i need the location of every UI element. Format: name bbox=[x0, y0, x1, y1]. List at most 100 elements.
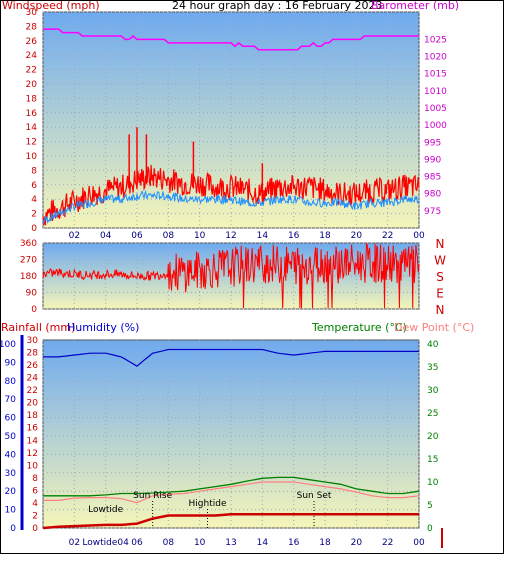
humidity-tick-label: 50 bbox=[5, 432, 17, 442]
rain-tick-label: 8 bbox=[32, 474, 38, 484]
baro-tick-label: 980 bbox=[424, 190, 441, 200]
direction-panel-series bbox=[42, 242, 420, 309]
rain-panel-grid bbox=[42, 340, 420, 529]
x-tick-label: 14 bbox=[257, 231, 269, 241]
wind-tick-label: 14 bbox=[26, 123, 38, 133]
humidity-tick-label: 80 bbox=[5, 377, 17, 387]
direction-tick-label: 90 bbox=[26, 289, 38, 299]
temp-tick-label: 25 bbox=[427, 409, 438, 419]
wind-tick-label: 8 bbox=[31, 166, 37, 176]
rain-tick-label: 0 bbox=[32, 524, 38, 534]
wind-speed-line bbox=[42, 164, 420, 226]
rain-panel-series bbox=[42, 348, 420, 530]
x-tick-label-bottom: 13 bbox=[225, 538, 236, 548]
rain-axis-title: Rainfall (mm) bbox=[1, 321, 75, 334]
rain-tick-label: 6 bbox=[32, 486, 38, 496]
rain-tick-label: 24 bbox=[27, 374, 39, 384]
x-tick-label-bottom: 00 bbox=[413, 538, 425, 548]
x-tick-label: 22 bbox=[382, 231, 393, 241]
dewpoint-line bbox=[43, 481, 420, 504]
annotation-label: Lowtide bbox=[88, 505, 123, 515]
wind-tick-label: 4 bbox=[31, 195, 37, 205]
x-tick-label-bottom: 16 bbox=[288, 538, 300, 548]
wind-x-axis: 02 04 06 08 10 12 14 16 18 20 22 00 bbox=[69, 231, 425, 241]
rain-tick-label: 30 bbox=[27, 336, 39, 346]
x-tick-label: 04 bbox=[100, 231, 112, 241]
baro-tick-label: 1025 bbox=[424, 35, 447, 45]
humidity-tick-label: 60 bbox=[5, 414, 17, 424]
baro-tick-label: 1005 bbox=[424, 104, 447, 114]
wind-axis-title: Windspeed (mph) bbox=[2, 0, 100, 12]
baro-tick-label: 1015 bbox=[424, 70, 447, 80]
baro-tick-label: 1000 bbox=[424, 121, 447, 131]
humidity-tick-label: 0 bbox=[10, 524, 16, 534]
temp-tick-label: 30 bbox=[427, 386, 439, 396]
x-tick-label-bottom: 14 bbox=[257, 538, 269, 548]
rain-tick-label: 12 bbox=[27, 449, 38, 459]
baro-tick-label: 975 bbox=[424, 207, 441, 217]
direction-letter: N bbox=[436, 303, 445, 317]
rain-tick-label: 22 bbox=[27, 386, 38, 396]
rain-tick-label: 16 bbox=[27, 424, 39, 434]
x-tick-label-bottom: 10 bbox=[194, 538, 206, 548]
baro-axis-title: Barometer (mb) bbox=[371, 0, 459, 12]
direction-tick-label: 0 bbox=[31, 305, 37, 315]
humidity-tick-label: 70 bbox=[5, 395, 17, 405]
humidity-tick-label: 20 bbox=[5, 487, 17, 497]
direction-tick-label: 180 bbox=[20, 272, 37, 282]
wind-tick-label: 26 bbox=[26, 37, 38, 47]
direction-letter: W bbox=[434, 254, 446, 268]
temp-tick-label: 20 bbox=[427, 432, 439, 442]
x-tick-label-bottom: 02 bbox=[69, 538, 80, 548]
x-tick-label: 10 bbox=[194, 231, 206, 241]
wind-panel-series bbox=[42, 28, 420, 226]
rain-x-axis: 02 Lowtide04 06 08 10 13 14 16 18 20 22 00 bbox=[69, 538, 425, 548]
x-tick-label-bottom: 06 bbox=[131, 538, 143, 548]
temp-tick-label: 10 bbox=[427, 478, 439, 488]
baro-tick-label: 985 bbox=[424, 173, 441, 183]
annotation-label: Sun Rise bbox=[133, 491, 172, 501]
wind-tick-label: 12 bbox=[26, 138, 37, 148]
x-tick-label: 16 bbox=[288, 231, 300, 241]
humidity-axis-title: Humidity (%) bbox=[67, 321, 139, 334]
wind-tick-label: 28 bbox=[26, 22, 38, 32]
rain-tick-label: 20 bbox=[27, 399, 39, 409]
baro-tick-label: 1010 bbox=[424, 87, 447, 97]
direction-letter: S bbox=[436, 270, 444, 284]
rain-tick-label: 10 bbox=[27, 461, 39, 471]
wind-tick-label: 6 bbox=[31, 181, 37, 191]
temp-tick-label: 15 bbox=[427, 455, 438, 465]
rainfall-line bbox=[42, 512, 419, 530]
wind-tick-label: 30 bbox=[26, 8, 38, 18]
x-tick-label-bottom: 18 bbox=[319, 538, 331, 548]
direction-letter: N bbox=[436, 237, 445, 251]
temp-axis-title: Temperature (°C) bbox=[311, 321, 407, 334]
rain-tick-label: 2 bbox=[32, 511, 38, 521]
direction-left-axis: 0 90 180 270 360 bbox=[20, 239, 37, 315]
baro-tick-label: 1020 bbox=[424, 53, 447, 63]
humidity-left-axis: 0 10 20 30 40 50 60 70 80 90 100 bbox=[0, 340, 16, 534]
humidity-tick-label: 10 bbox=[5, 506, 17, 516]
temperature-line bbox=[43, 476, 420, 497]
barometer-line bbox=[43, 28, 419, 51]
wind-tick-label: 20 bbox=[26, 80, 38, 90]
x-tick-label-bottom: 20 bbox=[351, 538, 363, 548]
wind-average-line bbox=[42, 189, 420, 225]
dew-axis-title: Dew Point (°C) bbox=[394, 321, 474, 334]
x-tick-label-bottom: Lowtide04 bbox=[82, 538, 129, 548]
rain-tick-label: 4 bbox=[32, 499, 38, 509]
temp-tick-label: 5 bbox=[427, 501, 433, 511]
rain-tick-label: 28 bbox=[27, 349, 39, 359]
humidity-tick-label: 30 bbox=[5, 469, 17, 479]
rain-panel-annotations: Lowtide Sun Rise Hightide Sun Set bbox=[88, 491, 332, 528]
humidity-tick-label: 40 bbox=[5, 450, 17, 460]
annotation-label: Hightide bbox=[189, 499, 227, 509]
temp-right-axis: 0 5 10 15 20 25 30 35 40 bbox=[427, 340, 439, 534]
wind-direction-line bbox=[42, 242, 420, 309]
x-tick-label: 12 bbox=[225, 231, 236, 241]
